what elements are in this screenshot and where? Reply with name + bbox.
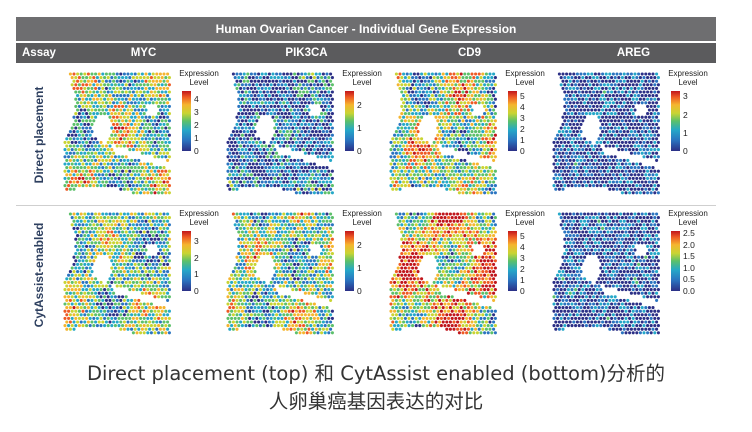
panel-areg-cytassist: Expression Level 2.5 2.0 1.5 1.0 0.5 0.0	[551, 205, 714, 345]
row-label: Direct placement	[32, 86, 46, 184]
legend-tick-label: 0	[520, 146, 525, 156]
legend-tick-label: 2	[194, 119, 199, 130]
legend-tick-label: 1	[520, 135, 525, 146]
spatial-expression-map	[389, 212, 497, 335]
legend-tick-label: 0	[520, 286, 525, 296]
legend-tick-label: 2	[520, 124, 525, 135]
column-header-cd9: CD9	[457, 47, 481, 59]
legend-tick-label: 3	[194, 106, 199, 117]
legend-tick-label: 1	[357, 122, 362, 133]
legend-tick-label: 0	[357, 146, 362, 156]
legend-tick-label: 1.0	[683, 262, 695, 273]
legend-tick-label: 0	[194, 286, 199, 296]
legend-tick-label: 3	[683, 91, 688, 102]
legend-tick-label: 4	[520, 242, 525, 253]
legend-tick-label: 2	[194, 252, 199, 263]
spatial-expression-map	[552, 212, 660, 335]
legend-tick-label: 1	[520, 275, 525, 286]
spatial-expression-map	[226, 72, 334, 195]
legend-tick-label: 0.0	[683, 286, 695, 296]
assay-header: Assay	[22, 47, 56, 59]
legend-tick-label: 0	[357, 286, 362, 296]
legend-tick-label: 2	[683, 109, 688, 120]
column-header-areg: AREG	[616, 47, 651, 59]
legend-tick-label: 1	[683, 127, 688, 138]
legend-tick-label: 1	[357, 262, 362, 273]
caption-line-1: Direct placement (top) 和 CytAssist enabl…	[86, 362, 666, 385]
legend-tick-label: 2.5	[683, 228, 695, 239]
row-divider	[16, 205, 716, 206]
legend-tick-label: 2	[357, 99, 362, 110]
legend-tick-label: 3	[520, 113, 525, 124]
legend-tick-label: 3	[520, 253, 525, 264]
legend-tick-label: 5	[520, 91, 525, 102]
column-header-myc: MYC	[130, 47, 157, 59]
spatial-expression-map	[63, 212, 171, 335]
column-header-pik3ca: PIK3CA	[285, 47, 328, 59]
column-header-row: Assay MYC PIK3CA CD9 AREG	[16, 43, 716, 63]
caption-line-2: 人卵巢癌基因表达的对比	[268, 390, 484, 413]
figure-caption: Direct placement (top) 和 CytAssist enabl…	[0, 360, 752, 416]
legend-tick-label: 1	[194, 269, 199, 280]
legend-tick-label: 2	[520, 264, 525, 275]
legend-tick-label: 1	[194, 132, 199, 143]
spatial-expression-map	[552, 72, 660, 195]
legend-tick-label: 0	[683, 146, 688, 156]
legend-tick-label: 0.5	[683, 274, 695, 285]
legend-tick-label: 1.5	[683, 251, 695, 262]
gene-expression-figure: Human Ovarian Cancer - Individual Gene E…	[16, 17, 716, 347]
expression-legend: Expression Level 2.5 2.0 1.5 1.0 0.5 0.0	[668, 209, 708, 296]
figure-title: Human Ovarian Cancer - Individual Gene E…	[16, 17, 716, 41]
legend-tick-label: 2	[357, 239, 362, 250]
spatial-expression-map	[63, 72, 171, 195]
legend-tick-label: 2.0	[683, 239, 695, 250]
legend-tick-label: 4	[194, 93, 199, 104]
legend-tick-label: 4	[520, 102, 525, 113]
spatial-expression-map	[389, 72, 497, 195]
legend-tick-label: 5	[520, 231, 525, 242]
spatial-expression-map	[226, 212, 334, 335]
legend-tick-label: 0	[194, 146, 199, 156]
legend-tick-label: 3	[194, 236, 199, 246]
row-label: CytAssist-enabled	[32, 222, 46, 328]
